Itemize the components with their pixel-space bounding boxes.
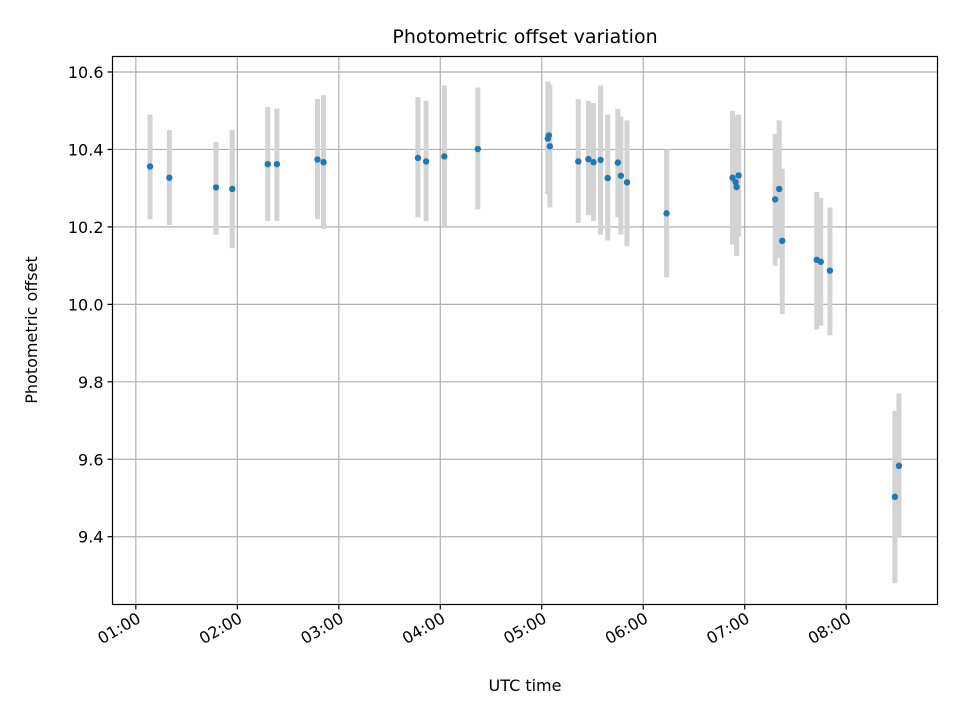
- y-tick-label: 10.4: [68, 140, 104, 159]
- y-tick-label: 9.4: [78, 528, 103, 547]
- data-point: [663, 210, 670, 217]
- data-point: [733, 183, 740, 191]
- data-point: [617, 172, 625, 179]
- data-point: [891, 493, 899, 501]
- y-tick-label: 10.0: [68, 295, 104, 314]
- y-tick-label: 9.6: [78, 450, 103, 469]
- y-tick-label: 9.8: [78, 373, 103, 392]
- data-point: [732, 178, 739, 186]
- data-point: [414, 154, 422, 162]
- x-axis-title: UTC time: [489, 676, 562, 695]
- y-tick-label: 10.6: [68, 63, 104, 82]
- data-point: [775, 185, 783, 193]
- data-point: [422, 158, 430, 165]
- data-point: [826, 267, 834, 274]
- data-point: [212, 184, 220, 191]
- data-point: [546, 143, 554, 150]
- data-point: [146, 163, 154, 170]
- plot-frame: [111, 55, 939, 606]
- data-point: [273, 160, 281, 168]
- grid-lines: [112, 56, 938, 605]
- data-point: [597, 156, 604, 164]
- data-point: [229, 185, 236, 193]
- data-point: [735, 172, 742, 179]
- data-point: [314, 156, 321, 163]
- data-point: [575, 158, 582, 165]
- data-point: [779, 237, 786, 245]
- data-points: [146, 132, 903, 501]
- data-point: [604, 174, 611, 182]
- data-point: [817, 258, 825, 265]
- data-point: [614, 159, 622, 166]
- data-point: [895, 462, 903, 470]
- y-axis-title: Photometric offset: [22, 256, 41, 404]
- data-point: [264, 160, 271, 168]
- data-point: [623, 179, 631, 186]
- data-point: [441, 153, 448, 160]
- data-point: [590, 159, 597, 166]
- data-point: [585, 155, 592, 163]
- y-tick-label: 10.2: [68, 218, 104, 237]
- chart-title: Photometric offset variation: [392, 26, 657, 48]
- data-point: [320, 159, 327, 166]
- data-point: [474, 145, 482, 153]
- data-point: [166, 174, 173, 181]
- data-point: [545, 132, 553, 139]
- data-point: [771, 196, 779, 203]
